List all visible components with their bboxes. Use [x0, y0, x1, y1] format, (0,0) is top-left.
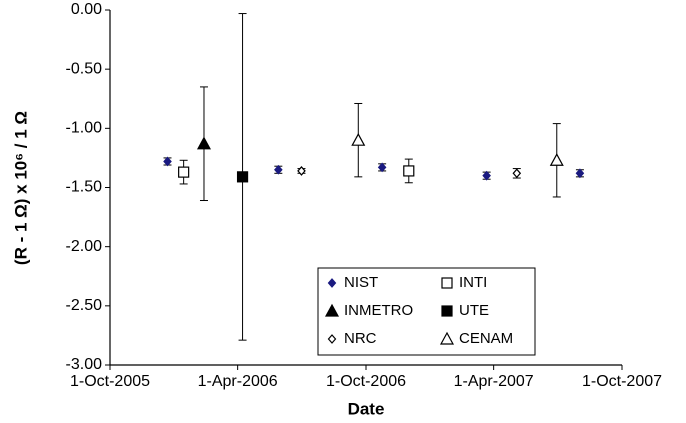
marker — [575, 168, 585, 179]
marker — [441, 305, 453, 317]
legend-label: UTE — [459, 302, 489, 319]
legend — [317, 267, 536, 356]
y-tick-label: -0.50 — [66, 60, 103, 77]
x-axis-title: Date — [348, 399, 385, 418]
y-tick-label: -1.00 — [66, 120, 103, 137]
x-tick-label: 1-Oct-2006 — [326, 373, 406, 390]
x-tick-label: 1-Apr-2006 — [198, 373, 278, 390]
marker — [163, 156, 172, 167]
legend-label: INTI — [459, 274, 487, 291]
marker — [439, 331, 455, 345]
marker — [351, 132, 366, 146]
marker — [196, 136, 211, 150]
y-tick-label: -3.00 — [66, 356, 103, 373]
marker — [403, 165, 415, 177]
marker — [324, 303, 340, 317]
x-tick-label: 1-Apr-2007 — [454, 373, 534, 390]
y-tick-label: 0.00 — [71, 1, 102, 18]
marker — [377, 162, 387, 173]
legend-label: NIST — [344, 274, 378, 291]
legend-label: CENAM — [459, 330, 513, 347]
marker — [236, 171, 249, 183]
marker — [274, 164, 283, 175]
marker — [178, 166, 190, 178]
legend-label: INMETRO — [344, 302, 413, 319]
marker — [512, 168, 522, 179]
y-tick-label: -1.50 — [66, 179, 103, 196]
legend-label: NRC — [344, 330, 377, 347]
marker — [297, 166, 306, 176]
marker — [327, 278, 337, 288]
marker — [482, 170, 491, 181]
y-axis-title: (R - 1 Ω) x 10⁶ / 1 Ω — [11, 111, 30, 265]
y-tick-label: -2.00 — [66, 238, 103, 255]
y-tick-label: -2.50 — [66, 297, 103, 314]
marker — [549, 153, 564, 166]
x-tick-label: 1-Oct-2005 — [70, 373, 150, 390]
marker — [327, 334, 337, 344]
x-tick-label: 1-Oct-2007 — [582, 373, 662, 390]
marker — [441, 277, 453, 289]
